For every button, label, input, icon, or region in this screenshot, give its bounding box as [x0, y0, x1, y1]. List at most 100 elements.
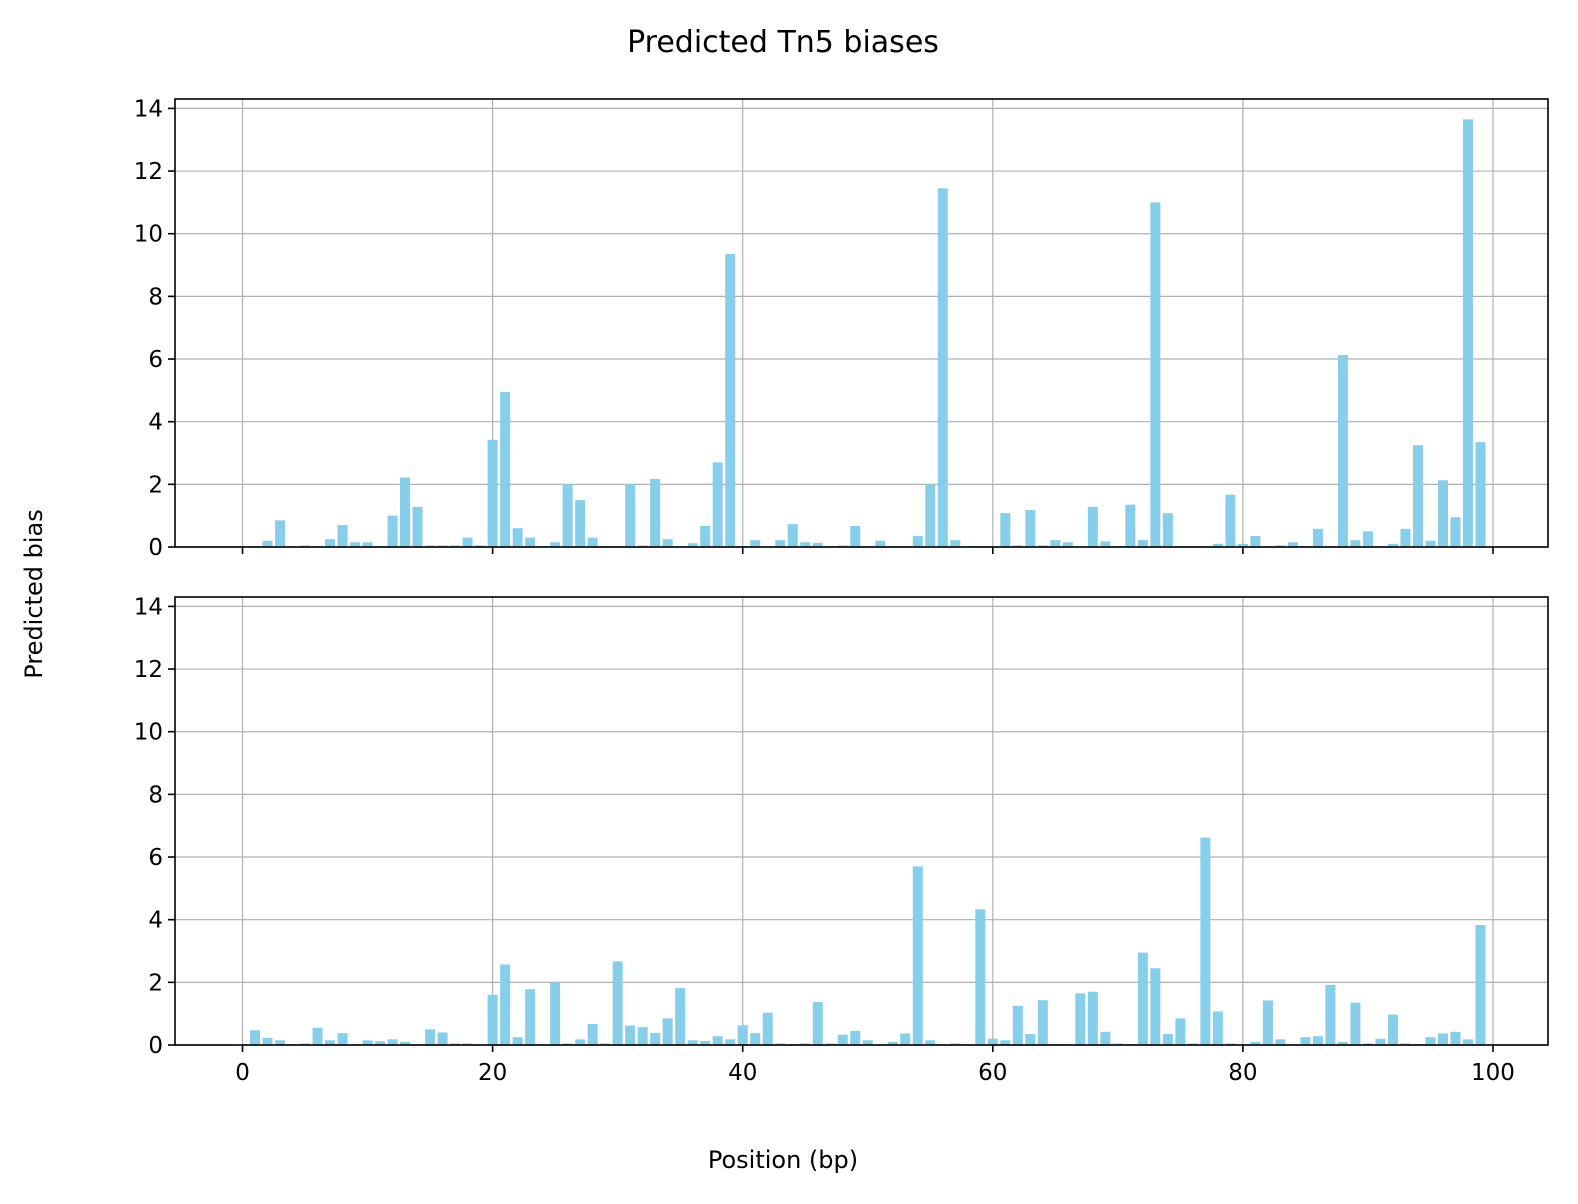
top-y-tick-label: 0 — [148, 535, 163, 561]
bottom-bar — [1437, 1033, 1448, 1045]
bottom-bar — [1025, 1034, 1036, 1045]
bottom-bar — [1100, 1031, 1111, 1045]
top-bar — [687, 543, 698, 547]
top-bar — [1212, 543, 1223, 547]
bottom-y-tick-label: 6 — [148, 845, 163, 871]
top-bar — [787, 524, 798, 547]
bottom-bar — [712, 1036, 723, 1045]
bottom-axes-frame — [174, 596, 1549, 1046]
bottom-bar — [400, 1041, 411, 1045]
bottom-bar — [1325, 984, 1336, 1045]
bottom-bar — [762, 1012, 773, 1045]
bottom-bar — [1075, 993, 1086, 1045]
bottom-bar — [312, 1027, 323, 1045]
bottom-bar — [487, 994, 498, 1045]
top-y-tick-label: 12 — [134, 159, 163, 185]
top-bar — [1287, 542, 1298, 547]
top-y-tick-label: 4 — [148, 410, 163, 436]
top-bar — [1412, 445, 1423, 547]
top-bar — [1162, 513, 1173, 547]
top-bar — [800, 542, 811, 547]
bottom-x-tick-label: 40 — [728, 1060, 757, 1086]
top-bar — [412, 506, 423, 547]
top-y-tick-label: 2 — [148, 472, 163, 498]
bottom-bar — [325, 1040, 336, 1045]
bottom-bar — [1000, 1040, 1011, 1045]
top-bar — [487, 439, 498, 547]
top-bar — [1337, 354, 1348, 547]
top-bar — [500, 391, 511, 547]
y-axis-label: Predicted bias — [20, 509, 48, 678]
bottom-y-tick-label: 4 — [148, 908, 163, 934]
bottom-bar — [887, 1041, 898, 1045]
bottom-bar — [637, 1027, 648, 1045]
bottom-bar — [1012, 1005, 1023, 1045]
bottom-bar — [262, 1037, 273, 1045]
top-bar — [525, 537, 536, 547]
top-bar — [1312, 528, 1323, 547]
bottom-x-tick-label: 80 — [1228, 1060, 1257, 1086]
top-bar — [462, 537, 473, 547]
bottom-bar — [1137, 952, 1148, 1045]
bottom-bar — [375, 1041, 386, 1045]
bottom-bar — [1175, 1018, 1186, 1045]
top-bar — [1062, 542, 1073, 547]
bottom-bar — [700, 1040, 711, 1045]
top-bar — [275, 520, 286, 547]
top-y-tick-label: 14 — [134, 96, 163, 122]
bottom-bar — [1337, 1041, 1348, 1045]
bottom-bar — [1312, 1036, 1323, 1045]
bottom-bar — [737, 1025, 748, 1045]
bottom-y-tick-label: 0 — [148, 1033, 163, 1059]
top-bar — [937, 188, 948, 547]
top-bar — [1087, 506, 1098, 547]
bottom-bar — [387, 1039, 398, 1045]
bottom-bar — [1275, 1039, 1286, 1045]
bottom-bar — [1150, 968, 1161, 1045]
bottom-bar — [512, 1037, 523, 1045]
bottom-x-tick-label: 0 — [235, 1060, 250, 1086]
bottom-bar — [500, 964, 511, 1045]
bottom-bar — [725, 1039, 736, 1045]
bottom-y-tick-label: 14 — [134, 594, 163, 620]
top-bar — [262, 540, 273, 547]
bottom-bar — [1087, 991, 1098, 1045]
top-bar — [562, 484, 573, 547]
top-bar — [700, 526, 711, 547]
bottom-bar — [550, 982, 561, 1045]
top-bar — [1362, 531, 1373, 547]
bottom-bar — [1250, 1041, 1261, 1045]
bottom-bar — [1462, 1039, 1473, 1045]
top-bar — [912, 536, 923, 547]
bottom-bar — [1300, 1037, 1311, 1045]
bottom-bar — [675, 987, 686, 1045]
figure-title: Predicted Tn5 biases — [627, 25, 939, 60]
top-bar — [387, 515, 398, 547]
top-bar — [1025, 510, 1036, 547]
top-bar — [775, 540, 786, 547]
top-axes-frame — [174, 98, 1549, 548]
top-bar — [587, 537, 598, 547]
bottom-bar — [687, 1040, 698, 1045]
bottom-bar — [1037, 1000, 1048, 1045]
x-axis-label: Position (bp) — [708, 1146, 858, 1174]
bottom-bar — [425, 1029, 436, 1045]
bottom-bar — [1387, 1014, 1398, 1045]
top-bar — [350, 542, 361, 547]
bottom-bar — [850, 1030, 861, 1045]
bottom-bar — [575, 1039, 586, 1045]
bottom-bar — [612, 961, 623, 1045]
bottom-y-tick-label: 12 — [134, 657, 163, 683]
top-bar — [750, 540, 761, 547]
top-bar — [812, 542, 823, 547]
bottom-bar — [1375, 1038, 1386, 1045]
top-bar — [362, 542, 373, 547]
bottom-x-tick-label: 60 — [978, 1060, 1007, 1086]
bottom-x-tick-label: 100 — [1471, 1060, 1515, 1086]
bottom-bar — [1450, 1031, 1461, 1045]
top-bar — [1425, 540, 1436, 547]
bottom-bar — [362, 1040, 373, 1045]
bottom-x-tick-label: 20 — [478, 1060, 507, 1086]
bottom-bar — [1262, 1000, 1273, 1045]
bottom-bar — [975, 909, 986, 1045]
